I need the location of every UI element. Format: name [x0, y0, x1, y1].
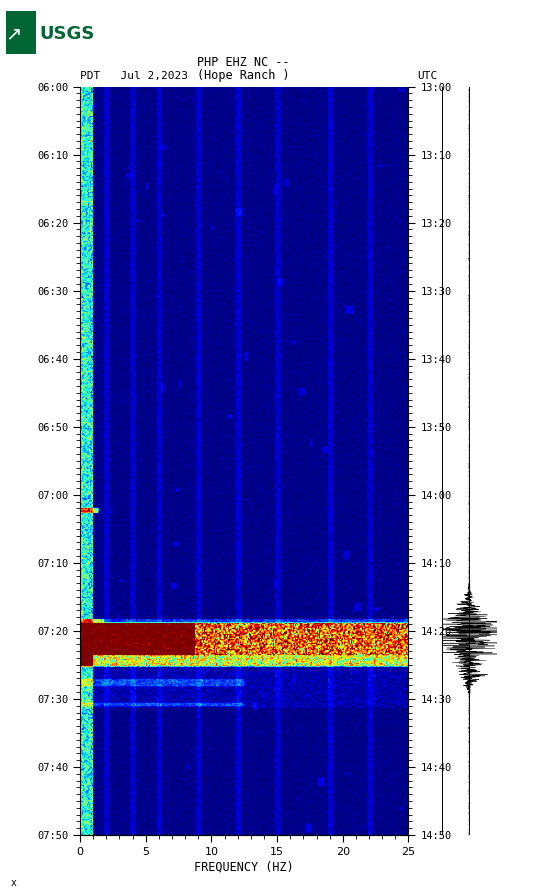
Text: UTC: UTC	[417, 71, 437, 80]
Bar	[6, 11, 36, 54]
X-axis label: FREQUENCY (HZ): FREQUENCY (HZ)	[194, 861, 294, 874]
Text: PHP EHZ NC --: PHP EHZ NC --	[197, 56, 289, 69]
Text: x: x	[11, 878, 17, 888]
Text: USGS: USGS	[40, 25, 95, 43]
Text: ↗: ↗	[6, 25, 22, 44]
Text: (Hope Ranch ): (Hope Ranch )	[197, 69, 289, 81]
Text: PDT   Jul 2,2023: PDT Jul 2,2023	[80, 71, 188, 80]
